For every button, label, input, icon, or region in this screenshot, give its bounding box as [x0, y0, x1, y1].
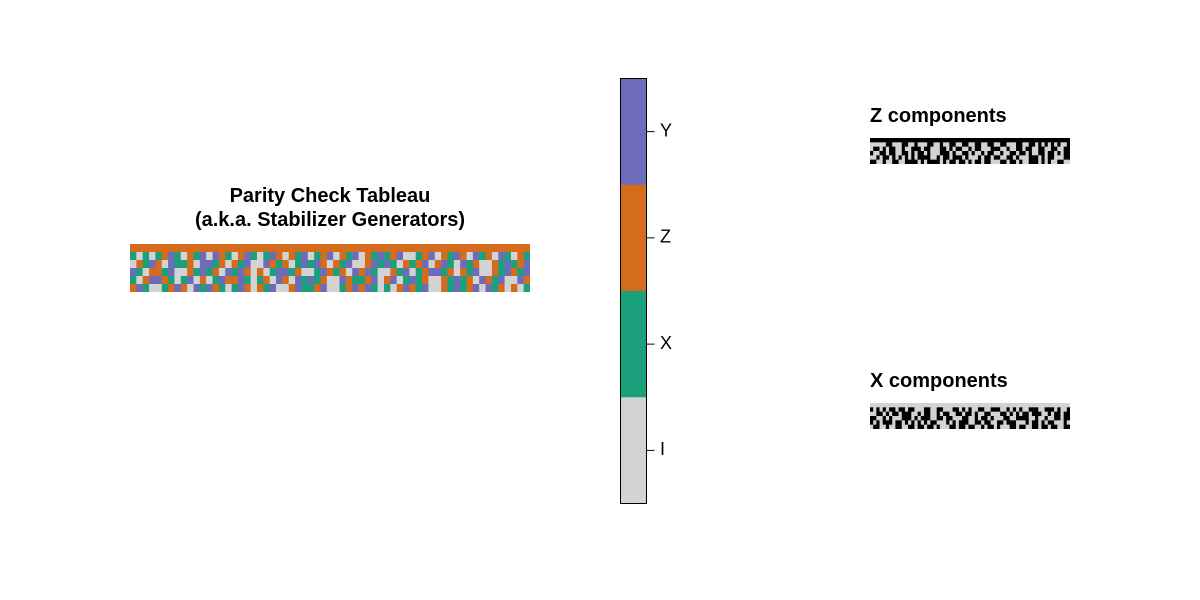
x-components-heatmap: [870, 403, 1070, 429]
svg-text:Z: Z: [660, 227, 671, 247]
tableau-title-line1: Parity Check Tableau: [130, 184, 530, 208]
svg-text:X: X: [660, 333, 672, 353]
parity-check-tableau-heatmap: [130, 244, 530, 292]
tableau-title-line2: (a.k.a. Stabilizer Generators): [130, 208, 530, 232]
tableau-title: Parity Check Tableau (a.k.a. Stabilizer …: [130, 184, 530, 232]
svg-text:Y: Y: [660, 120, 672, 140]
x-components-title: X components: [870, 370, 1008, 393]
z-components-title: Z components: [870, 105, 1007, 128]
svg-text:I: I: [660, 439, 665, 459]
pauli-colorbar: Y Z X I: [620, 78, 696, 505]
z-components-heatmap: [870, 138, 1070, 164]
